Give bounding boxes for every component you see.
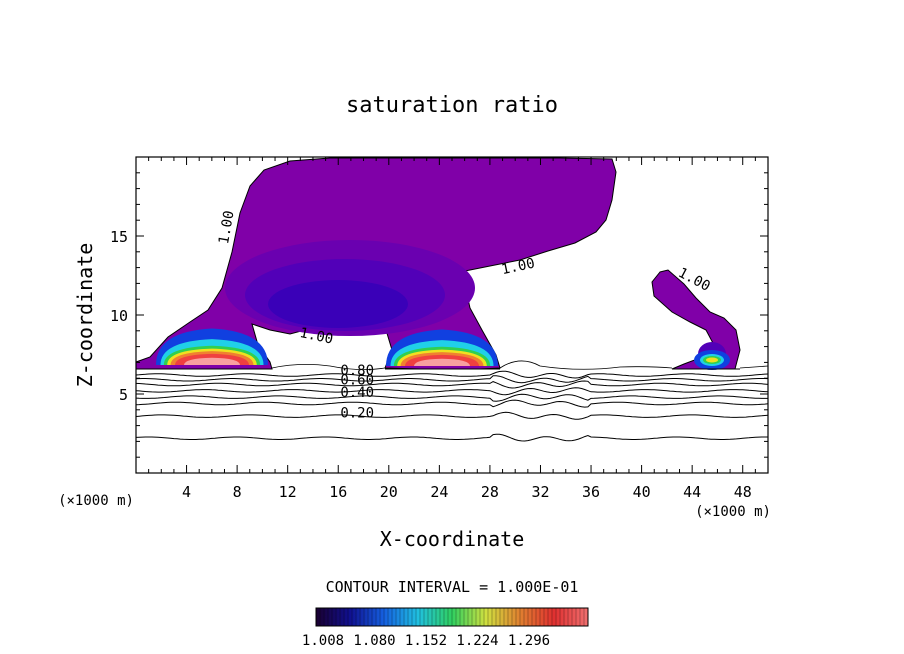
contour-label: 1.00	[216, 209, 238, 245]
contour-label: 0.60	[340, 373, 374, 389]
colorbar-label: 1.152	[405, 633, 447, 649]
y-tick-label: 15	[110, 228, 128, 246]
contour-line	[135, 393, 768, 402]
contour-fill-level4	[268, 280, 408, 328]
contour-interval-text: CONTOUR INTERVAL = 1.000E-01	[326, 578, 579, 596]
contour-label: 0.40	[340, 385, 374, 401]
x-axis: 4 8 12 16 20 24 28 32 36 40 44 48	[148, 157, 756, 501]
hotspot-right	[694, 350, 730, 370]
contour-line	[135, 375, 769, 384]
chart-title: saturation ratio	[346, 93, 558, 118]
contour-labels: 1.001.00 1.001.000.800.600.400.20	[216, 209, 713, 421]
hotspot-center	[386, 329, 498, 366]
contour-line	[135, 411, 769, 420]
colorbar-label: 1.008	[302, 633, 344, 649]
contour-label: 0.80	[340, 363, 374, 379]
x-tick-label: 24	[430, 483, 448, 501]
contour-line	[135, 380, 769, 389]
x-tick-label: 20	[380, 483, 398, 501]
colorbar	[315, 607, 589, 627]
contour-line	[135, 399, 769, 408]
plot-contours	[135, 360, 769, 442]
plot-fills	[135, 157, 741, 370]
contour-line	[135, 433, 768, 442]
y-tick-label: 10	[110, 307, 128, 325]
x-tick-label: 32	[531, 483, 549, 501]
x-unit-right: (×1000 m)	[695, 504, 771, 520]
contour-line	[135, 387, 769, 396]
y-tick-label: 5	[119, 386, 128, 404]
contour-line	[271, 360, 769, 370]
x-axis-label: X-coordinate	[380, 527, 525, 551]
hotspot-ring	[414, 358, 470, 366]
colorbar-label: 1.224	[456, 633, 498, 649]
x-tick-label: 28	[481, 483, 499, 501]
x-tick-label: 36	[582, 483, 600, 501]
x-tick-label: 4	[182, 483, 191, 501]
hotspot-ring	[706, 357, 718, 363]
y-axis: 5 10 15	[110, 172, 768, 458]
colorbar-labels: 1.008 1.080 1.152 1.224 1.296	[302, 608, 589, 649]
x-tick-label: 44	[683, 483, 701, 501]
x-tick-label: 8	[233, 483, 242, 501]
contour-label: 0.20	[340, 406, 374, 422]
contour-label: 1.00	[298, 325, 334, 348]
x-unit-left: (×1000 m)	[58, 493, 134, 509]
colorbar-label: 1.080	[353, 633, 395, 649]
hotspot-ring	[184, 357, 240, 365]
contour-label: 1.00	[500, 256, 536, 279]
x-tick-label: 40	[633, 483, 651, 501]
colorbar-label: 1.296	[508, 633, 550, 649]
contour-line	[135, 370, 769, 379]
x-tick-label: 16	[329, 483, 347, 501]
x-tick-label: 48	[734, 483, 752, 501]
y-axis-label: Z-coordinate	[73, 243, 97, 388]
x-tick-label: 12	[279, 483, 297, 501]
hotspot-left	[156, 328, 268, 365]
